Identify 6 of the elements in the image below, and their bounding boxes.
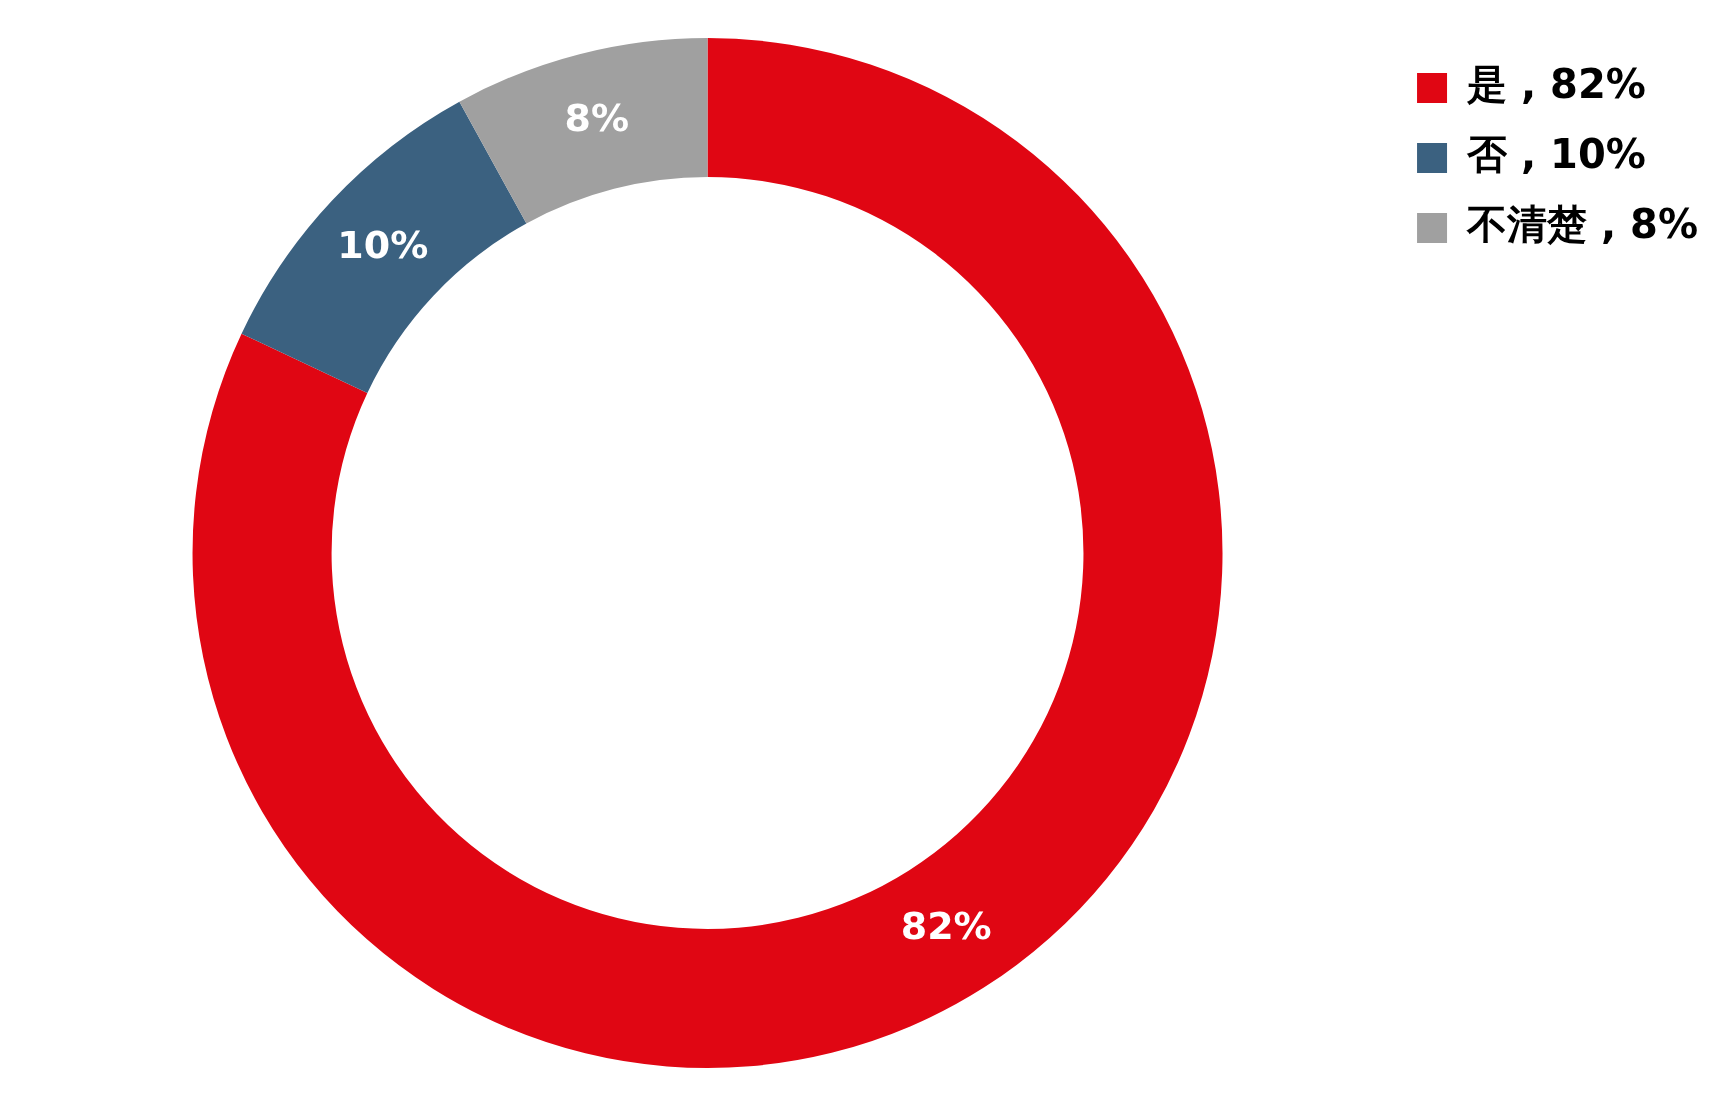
- data-label: 8%: [564, 96, 629, 141]
- data-label: 10%: [337, 222, 429, 267]
- legend-label: 否 , 10%: [1466, 131, 1646, 178]
- legend-label: 不清楚 , 8%: [1466, 201, 1699, 248]
- data-label: 82%: [900, 904, 992, 948]
- legend-label: 是 , 82%: [1466, 61, 1646, 108]
